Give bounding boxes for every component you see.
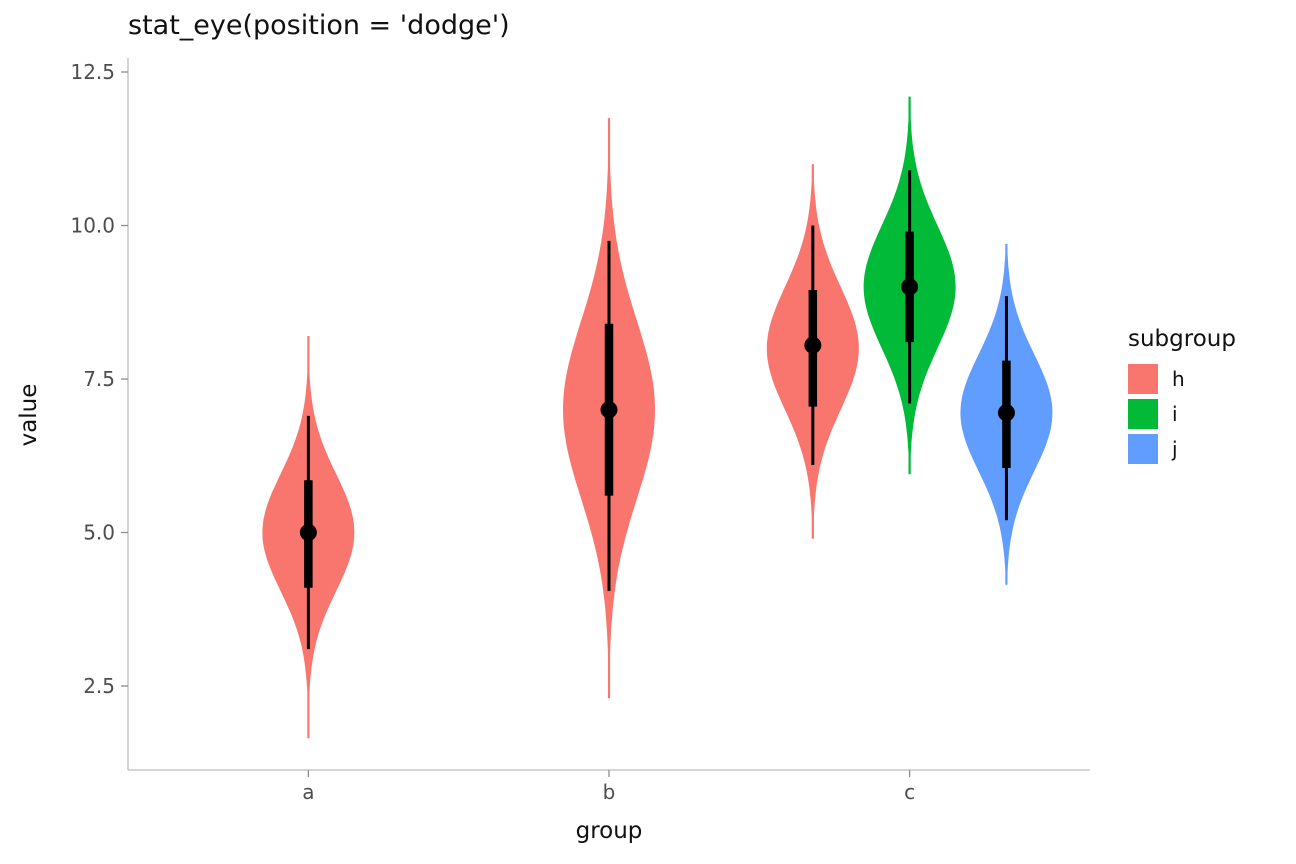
x-tick-label: a [302,780,314,804]
y-tick-label: 2.5 [83,674,115,698]
point-estimate-b-h [600,401,618,419]
point-estimate-c-j [997,404,1015,422]
legend-label-i: i [1172,402,1178,426]
y-tick-label: 12.5 [70,60,115,84]
legend-item-i: i [1128,399,1236,429]
x-tick-label: b [603,780,616,804]
point-estimate-c-i [901,278,919,296]
x-axis-label: group [575,818,643,844]
legend-key-h [1128,364,1158,394]
legend-label-h: h [1172,367,1185,391]
legend-title: subgroup [1128,326,1236,352]
y-tick-label: 5.0 [83,521,115,545]
legend-key-j [1128,434,1158,464]
chart-title: stat_eye(position = 'dodge') [128,10,510,41]
y-axis-label: value [16,383,42,447]
point-estimate-c-h [804,336,822,354]
legend-label-j: j [1172,437,1178,461]
point-estimate-a-h [299,524,317,541]
legend-key-i [1128,399,1158,429]
x-tick-label: c [904,780,915,804]
legend-item-j: j [1128,434,1236,464]
legend-item-h: h [1128,364,1236,394]
y-tick-label: 10.0 [70,214,115,238]
y-tick-label: 7.5 [83,367,115,391]
